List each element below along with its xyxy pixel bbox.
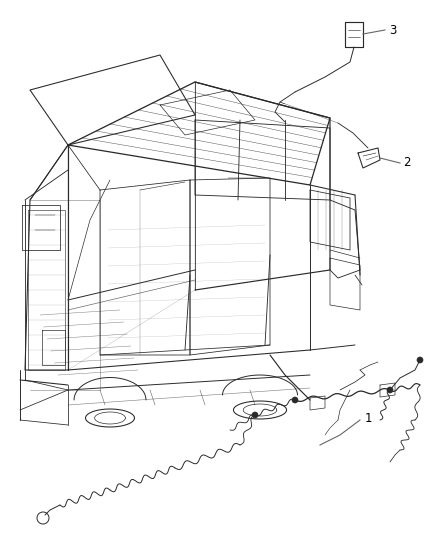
- Text: 1: 1: [365, 411, 372, 424]
- Circle shape: [292, 397, 298, 403]
- Text: 3: 3: [389, 23, 396, 36]
- Circle shape: [417, 357, 423, 363]
- Circle shape: [252, 412, 258, 418]
- Text: 2: 2: [403, 157, 410, 169]
- Circle shape: [387, 387, 393, 393]
